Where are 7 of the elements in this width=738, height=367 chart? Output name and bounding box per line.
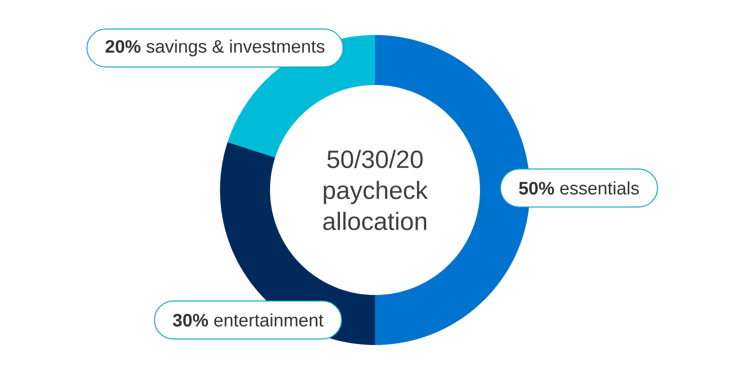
slice-label: savings & investments [146, 40, 324, 56]
slice-label: entertainment [214, 313, 324, 327]
data-label: 30% [172, 314, 208, 327]
slice-label: essentials [560, 181, 639, 195]
data-label: 20% [106, 40, 140, 53]
text: 50/30/20 paycheck allocation [323, 150, 428, 230]
data-label: 50% [519, 182, 554, 195]
